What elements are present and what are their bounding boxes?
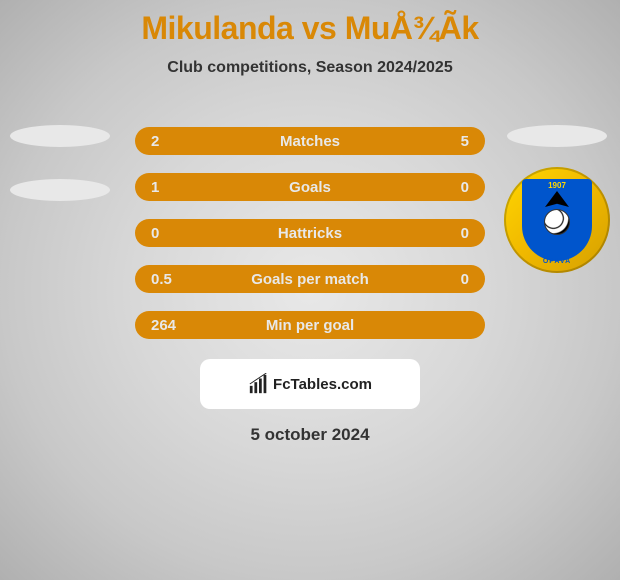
placeholder-oval bbox=[10, 125, 110, 147]
stat-label: Goals bbox=[201, 179, 419, 196]
attribution-badge: FcTables.com bbox=[200, 359, 420, 409]
stat-row-min-per-goal: 264 Min per goal bbox=[135, 311, 485, 339]
stat-label: Goals per match bbox=[201, 271, 419, 288]
stat-label: Hattricks bbox=[201, 225, 419, 242]
comparison-subtitle: Club competitions, Season 2024/2025 bbox=[0, 59, 620, 77]
attribution-text: FcTables.com bbox=[273, 376, 372, 393]
stats-container: 2 Matches 5 1 Goals 0 0 Hattricks 0 0.5 … bbox=[135, 127, 485, 339]
stat-row-goals-per-match: 0.5 Goals per match 0 bbox=[135, 265, 485, 293]
stat-label: Min per goal bbox=[201, 317, 419, 334]
crest-eagle-icon bbox=[545, 191, 569, 207]
stat-right-value: 0 bbox=[419, 179, 469, 196]
stat-left-value: 1 bbox=[151, 179, 201, 196]
stat-label: Matches bbox=[201, 133, 419, 150]
placeholder-oval bbox=[10, 179, 110, 201]
chart-bars-icon bbox=[248, 373, 270, 395]
player-left-avatar bbox=[10, 125, 110, 201]
stat-row-hattricks: 0 Hattricks 0 bbox=[135, 219, 485, 247]
crest-shield: 1907 bbox=[522, 179, 592, 261]
stat-left-value: 0 bbox=[151, 225, 201, 242]
stat-row-goals: 1 Goals 0 bbox=[135, 173, 485, 201]
club-crest: 1907 OPAVA bbox=[504, 167, 610, 273]
date-line: 5 october 2024 bbox=[0, 425, 620, 445]
player-right-avatar: 1907 OPAVA bbox=[504, 125, 610, 273]
stat-left-value: 264 bbox=[151, 317, 201, 334]
stat-right-value: 0 bbox=[419, 271, 469, 288]
placeholder-oval bbox=[507, 125, 607, 147]
crest-ball-icon bbox=[544, 209, 570, 235]
crest-year: 1907 bbox=[548, 181, 566, 190]
stat-left-value: 0.5 bbox=[151, 271, 201, 288]
comparison-title: Mikulanda vs MuÅ¾Ãk bbox=[0, 0, 620, 47]
crest-club-name: OPAVA bbox=[504, 258, 610, 265]
stat-left-value: 2 bbox=[151, 133, 201, 150]
stat-right-value: 5 bbox=[419, 133, 469, 150]
stat-row-matches: 2 Matches 5 bbox=[135, 127, 485, 155]
stat-right-value: 0 bbox=[419, 225, 469, 242]
